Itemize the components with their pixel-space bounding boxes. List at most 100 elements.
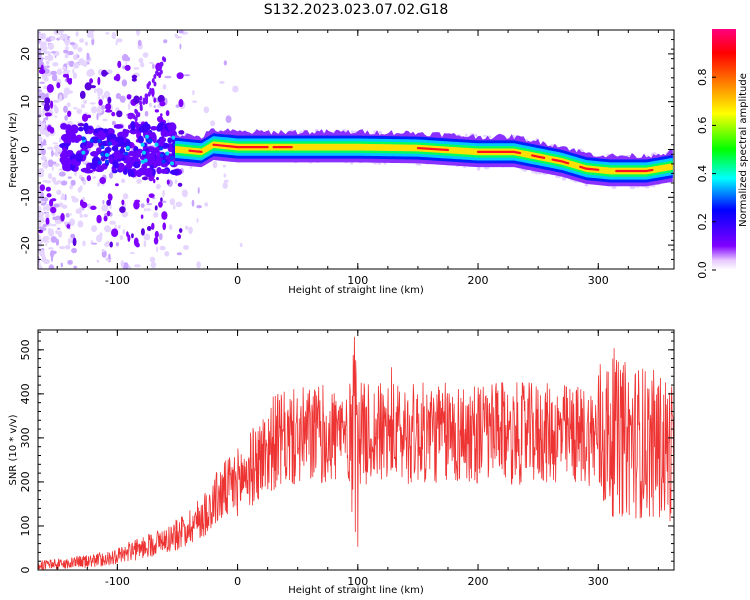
spectral-noise-blob [183,244,189,251]
spectral-noise-blob [416,163,422,166]
spectral-blob [124,151,129,156]
spectral-blob [124,64,131,71]
spectral-noise-blob [115,242,119,247]
spectrogram-ylabel: Frequency (Hz) [8,112,19,188]
spectral-noise-blob [143,240,147,248]
spectral-noise-blob [222,182,228,189]
spectral-noise-blob [40,113,45,117]
spectral-noise-blob [146,202,153,206]
spectral-blob [111,145,119,152]
spectral-noise-blob [38,248,42,254]
spectral-blob [153,236,159,245]
spectral-blob [150,125,158,131]
spectral-blob [161,56,165,62]
spectral-blob [145,134,150,139]
spectral-noise-blob [44,240,50,243]
spectral-blob [158,146,163,151]
spectral-noise-blob [538,172,542,175]
spectral-noise-blob [44,55,49,61]
colorbar-gradient [712,29,736,270]
spectral-blob [67,110,72,117]
y-tick-label: 20 [19,47,32,61]
spectral-blob [45,186,51,192]
spectral-noise-blob [133,264,141,268]
spectral-noise-blob [64,54,69,59]
spectral-blob [97,160,102,165]
spectral-blob [139,106,143,112]
spectral-blob [140,159,145,164]
spectral-blob [143,158,148,163]
spectral-noise-blob [41,45,48,52]
x-tick-label: 100 [347,274,368,287]
spectral-blob [133,146,139,153]
spectral-blob [66,124,72,130]
spectral-noise-blob [122,262,129,269]
spectral-blob [103,128,109,134]
spectral-blob [178,99,184,108]
spectral-noise-blob [143,208,147,212]
spectral-noise-blob [111,120,116,126]
spectral-noise-blob [64,70,71,73]
spectral-blob [89,78,94,84]
snr-xlabel: Height of straight line (km) [288,585,424,596]
spectral-noise-blob [94,87,97,94]
spectral-noise-blob [54,106,59,114]
spectral-blob [63,165,68,170]
spectral-blob [149,89,153,95]
spectral-blob [165,110,170,117]
spectral-noise-blob [155,183,161,190]
spectral-noise-blob [120,178,126,184]
spectral-noise-blob [148,102,153,108]
spectral-noise-blob [163,39,168,44]
spectral-noise-blob [119,95,126,103]
spectral-blob [153,81,157,87]
spectral-noise-blob [70,233,76,239]
x-tick-label: 300 [588,575,609,588]
spectral-noise-blob [60,180,68,186]
colorbar-tick-label: 0.2 [696,213,709,231]
snr-ylabel: SNR (10 * v/v) [8,414,19,485]
spectral-noise-blob [83,99,88,104]
colorbar-label: Normalized spectral amplitude [738,73,749,227]
spectral-blob [115,183,119,187]
spectral-blob [90,151,99,157]
spectral-noise-blob [51,176,57,183]
spectral-noise-blob [86,30,93,38]
spectral-noise-blob [50,159,53,163]
spectral-blob [49,199,54,207]
spectral-blob [141,176,149,181]
spectral-blob [96,214,102,224]
spectral-noise-blob [72,72,78,79]
spectral-ridge-peak [579,165,600,171]
spectral-noise-blob [117,225,121,229]
spectral-blob [113,124,124,129]
spectral-noise-blob [62,66,67,71]
spectral-noise-blob [50,223,57,227]
spectral-noise-blob [73,265,78,269]
spectral-blob [116,110,123,118]
spectral-noise-blob [153,212,159,218]
spectral-noise-blob [42,223,48,228]
spectral-blob [137,135,144,144]
spectral-noise-blob [204,202,209,207]
spectral-noise-blob [67,237,71,246]
spectral-noise-blob [80,176,85,182]
spectral-noise-blob [57,180,63,183]
spectral-ridge-peak [551,158,570,165]
spectral-blob [146,226,152,231]
spectral-noise-blob [155,246,159,253]
spectral-noise-blob [38,51,42,59]
x-tick-label: 100 [347,575,368,588]
spectral-blob [140,214,144,219]
spectral-noise-blob [54,219,62,225]
spectral-noise-blob [175,104,180,108]
spectral-noise-blob [133,67,140,70]
spectral-noise-blob [58,171,66,177]
y-tick-label: 500 [19,339,32,360]
spectral-noise-blob [119,235,124,241]
spectral-noise-blob [465,133,468,138]
spectral-blob [135,109,139,115]
spectral-noise-blob [51,166,54,171]
spectral-blob [176,72,184,80]
